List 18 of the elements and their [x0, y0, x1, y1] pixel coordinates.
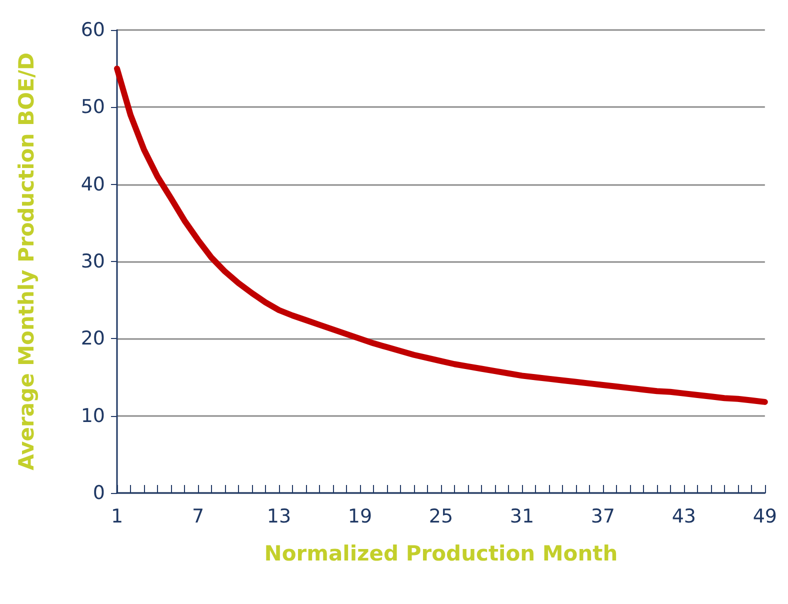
x-tick-label: 49	[752, 506, 778, 528]
x-tick-label: 13	[266, 506, 292, 528]
x-tick-label: 43	[672, 506, 696, 528]
x-axis-title: Normalized Production Month	[264, 542, 618, 566]
x-tick-label: 19	[348, 506, 372, 528]
x-tick-label: 7	[192, 506, 204, 528]
x-tick-label: 37	[590, 506, 616, 528]
y-axis-title: Average Monthly Production BOE/D	[14, 52, 38, 470]
y-tick-label: 30	[80, 250, 105, 272]
x-tick-label: 1	[110, 506, 124, 528]
y-tick-label: 40	[80, 173, 105, 196]
x-tick-label: 25	[428, 506, 454, 528]
y-tick-label: 0	[92, 482, 105, 504]
y-tick-label: 10	[80, 404, 105, 427]
y-tick-label: 50	[80, 96, 105, 118]
y-tick-label: 60	[80, 19, 105, 41]
y-tick-label: 20	[80, 328, 105, 350]
x-tick-label: 31	[510, 506, 534, 528]
